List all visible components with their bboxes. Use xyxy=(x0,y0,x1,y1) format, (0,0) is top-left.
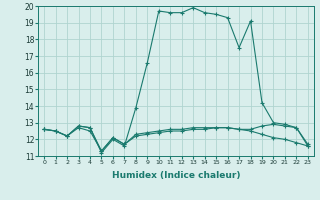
X-axis label: Humidex (Indice chaleur): Humidex (Indice chaleur) xyxy=(112,171,240,180)
